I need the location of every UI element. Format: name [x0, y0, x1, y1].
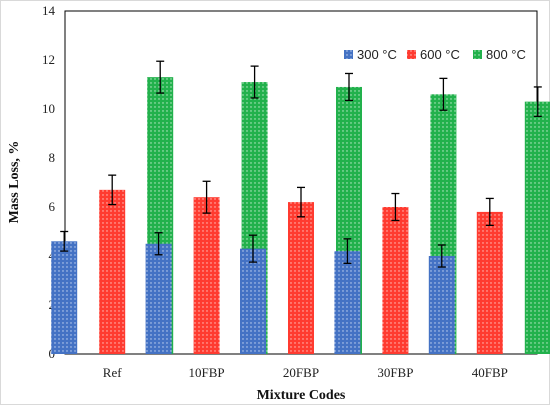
bar-10fbp-series-1	[193, 197, 220, 354]
legend-label: 800 °C	[486, 47, 526, 62]
legend-label: 600 °C	[420, 47, 460, 62]
x-tick-label: 10FBP	[189, 365, 225, 380]
x-axis-title: Mixture Codes	[257, 388, 346, 403]
y-axis-title: Mass Loss, %	[7, 141, 22, 224]
y-tick-label: 10	[42, 101, 55, 116]
bar-40fbp-series-2	[524, 101, 550, 355]
x-tick-label: 20FBP	[283, 365, 319, 380]
x-axis-ticks: Ref 10FBP 20FBP 30FBP 40FBP	[103, 365, 508, 380]
bar-30fbp-series-1	[382, 207, 409, 354]
legend-swatch	[344, 50, 353, 59]
bar-20fbp-series-1	[288, 202, 314, 354]
y-tick-label: 12	[42, 52, 55, 67]
bar-40fbp-series-1	[476, 211, 503, 354]
x-tick-label: 40FBP	[472, 365, 508, 380]
legend-swatch	[473, 50, 482, 59]
legend-swatch	[407, 50, 416, 59]
y-tick-label: 6	[49, 199, 56, 214]
y-tick-label: 14	[42, 3, 56, 18]
bar-20fbp-series-0	[240, 248, 266, 354]
y-tick-label: 8	[49, 150, 56, 165]
bar-40fbp-series-0	[428, 256, 455, 354]
bar-10fbp-series-0	[145, 243, 172, 354]
legend: 300 °C 600 °C 800 °C	[344, 47, 526, 62]
bar-ref-series-1	[99, 189, 126, 354]
legend-label: 300 °C	[357, 47, 397, 62]
x-tick-label: 30FBP	[377, 365, 413, 380]
bar-30fbp-series-0	[334, 251, 361, 354]
bars-layer	[51, 60, 550, 355]
x-tick-label: Ref	[103, 365, 122, 380]
bar-ref-series-0	[51, 241, 78, 354]
